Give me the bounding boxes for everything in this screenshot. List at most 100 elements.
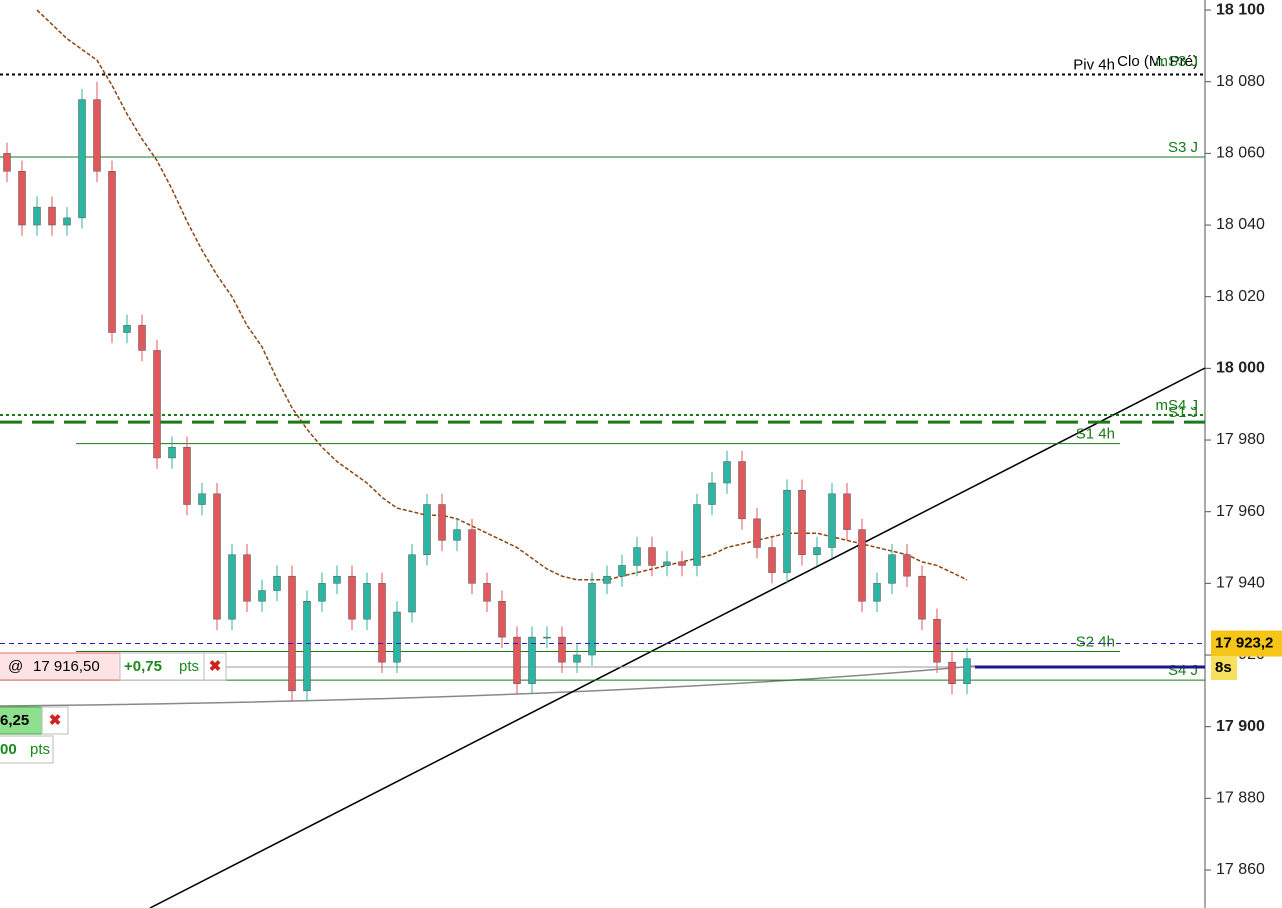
y-tick-label: 18 100	[1216, 1, 1265, 18]
candle-body	[573, 654, 581, 663]
candle-body	[33, 206, 41, 226]
candle-body	[273, 575, 281, 591]
candle-body	[138, 325, 146, 351]
y-tick-label: 18 080	[1216, 73, 1265, 90]
candle-body	[723, 461, 731, 484]
order-pnl: +0,75	[124, 658, 162, 675]
candle-body	[903, 554, 911, 577]
level-label: mS3 J	[1155, 53, 1198, 70]
y-tick-label: 18 000	[1216, 360, 1265, 377]
level-label: Clo (M. Pré)	[1117, 53, 1198, 70]
candle-body	[678, 561, 686, 566]
candle-body	[648, 547, 656, 566]
order-box	[0, 652, 121, 681]
candle-body	[438, 504, 446, 541]
y-tick-label: 17 880	[1216, 790, 1265, 807]
candle-body	[213, 493, 221, 620]
price-box	[1211, 630, 1282, 657]
candle-body	[858, 529, 866, 602]
candle-body	[168, 446, 176, 459]
candle-body	[768, 547, 776, 573]
candle-body	[738, 461, 746, 520]
y-tick-label: 17 980	[1216, 431, 1265, 448]
candle-body	[498, 601, 506, 638]
candle-body	[333, 575, 341, 584]
order-tag: 6,25 ✖ 00 pts	[0, 706, 69, 764]
price-axis-panel	[1205, 0, 1282, 908]
level-label: S1 J	[1168, 404, 1198, 421]
level-label: S3 J	[1168, 139, 1198, 156]
moving-average	[36, 9, 968, 581]
level-label: mS4 J	[1155, 397, 1198, 414]
order-unit: pts	[179, 658, 199, 675]
candle-body	[843, 493, 851, 530]
order-tag: @ 17 916,50 +0,75 pts ✖	[0, 652, 227, 681]
candle-body	[873, 583, 881, 602]
close-order[interactable]	[41, 706, 69, 735]
pnl-box	[119, 652, 205, 681]
y-tick-label: 17 940	[1216, 575, 1265, 592]
candle-body	[513, 636, 521, 684]
candle-body	[753, 518, 761, 548]
candle-body	[528, 636, 536, 684]
order-price: 6,25	[0, 712, 29, 729]
candle-body	[813, 547, 821, 555]
candle-body	[198, 493, 206, 505]
y-tick-label: 18 060	[1216, 145, 1265, 162]
candle-body	[183, 446, 191, 505]
y-tick-label: 17 860	[1216, 861, 1265, 878]
y-tick-label: 17 960	[1216, 503, 1265, 520]
timer-label: 8s	[1215, 659, 1232, 676]
candle-body	[228, 554, 236, 620]
candle-body	[318, 583, 326, 602]
candle-body	[948, 661, 956, 684]
candle-body	[558, 636, 566, 663]
order-pnl: 00	[0, 741, 17, 758]
level-label: S4 J	[1168, 662, 1198, 679]
order-unit: pts	[30, 741, 50, 758]
candle-body	[708, 482, 716, 505]
plot: Piv 4h Clo (M. Pré)mS3 J S3 J mS4 JS1 J S1 4…	[0, 9, 1205, 702]
candle-body	[468, 529, 476, 584]
candle-body	[78, 99, 86, 219]
candle-body	[108, 171, 116, 333]
candle-body	[348, 575, 356, 620]
candle-body	[378, 583, 386, 663]
candle-body	[303, 601, 311, 692]
candle-body	[828, 493, 836, 548]
candle-body	[453, 529, 461, 541]
candle-body	[933, 618, 941, 663]
candle-body	[543, 636, 551, 639]
close-order[interactable]	[203, 652, 227, 681]
trendline	[149, 367, 1206, 908]
candle-body	[693, 504, 701, 566]
candle-body	[123, 325, 131, 333]
candle-body	[588, 583, 596, 656]
candle-body	[3, 153, 11, 172]
y-tick-label: 17 900	[1216, 718, 1265, 735]
order-at: @	[8, 658, 23, 675]
close-icon: ✖	[49, 712, 62, 729]
candle-body	[888, 554, 896, 584]
candle-body	[18, 171, 26, 226]
long-average	[0, 665, 976, 707]
candle-body	[48, 206, 56, 226]
candle-body	[483, 583, 491, 602]
candle-body	[258, 590, 266, 602]
level-label: Piv 4h	[1073, 57, 1115, 74]
close-icon: ✖	[209, 658, 222, 675]
candle-body	[423, 504, 431, 555]
candle-body	[243, 554, 251, 602]
candle-body	[363, 583, 371, 620]
candle-body	[603, 575, 611, 584]
candle-body	[618, 565, 626, 577]
y-tick-label: 18 040	[1216, 216, 1265, 233]
y-tick-label: 18 020	[1216, 288, 1265, 305]
candle-body	[93, 99, 101, 172]
candle-body	[393, 611, 401, 663]
candle-body	[408, 554, 416, 613]
pnl-box	[0, 735, 54, 764]
level-label: S1 4h	[1076, 426, 1115, 443]
